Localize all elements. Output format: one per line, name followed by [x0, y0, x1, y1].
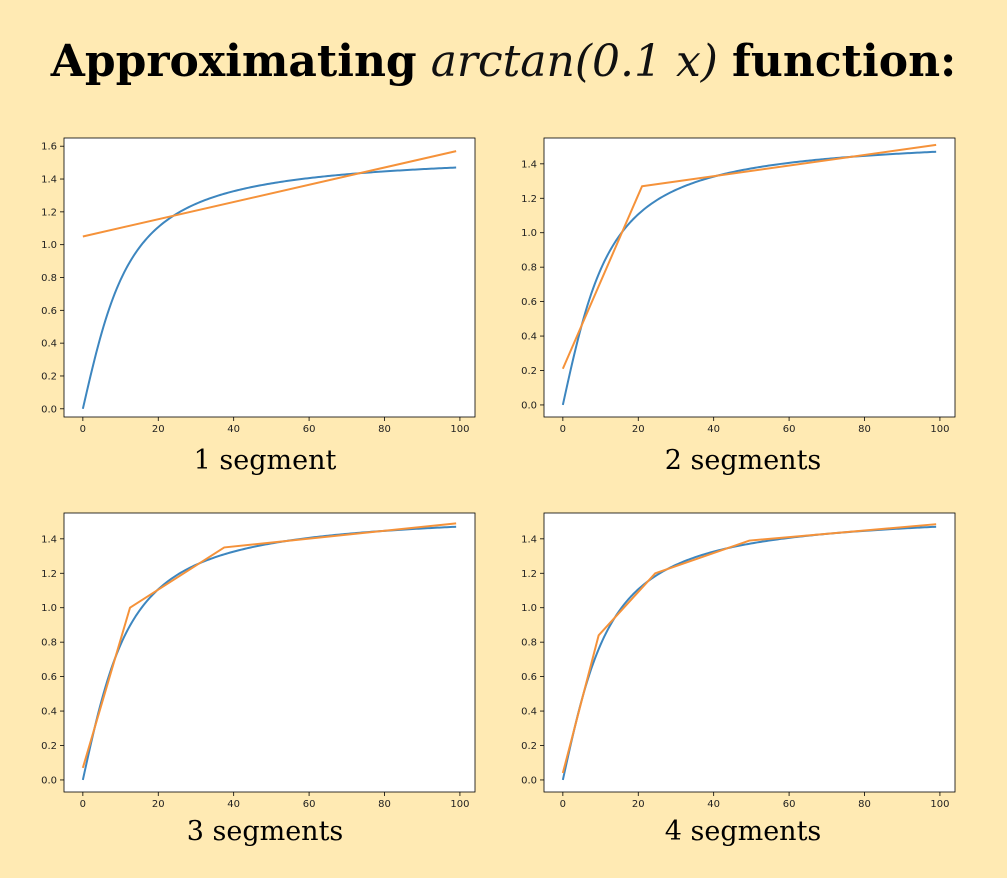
chart-4: 0 20 40 60 80 100 0.0 0.2 0.4 0.6 0.8 1.0 1.2 1.4 [521, 512, 956, 810]
x-tick-label: 100 [450, 424, 469, 435]
y-tick-label: 1.4 [41, 175, 57, 186]
x-tick-label: 0 [560, 799, 566, 810]
chart-caption-4: 4 segments [664, 816, 822, 847]
title-bold-left: Approximating [50, 36, 417, 87]
y-tick-label: 1.2 [41, 569, 57, 580]
y-tick-label: 0.0 [41, 775, 57, 786]
y-tick-label: 1.6 [41, 142, 57, 153]
y-tick-label: 0.2 [521, 366, 537, 377]
y-tick-label: 1.0 [521, 228, 537, 239]
y-tick-label: 0.6 [521, 672, 537, 683]
chart-2: 0 20 40 60 80 100 0.0 0.2 0.4 0.6 0.8 1.0 1.2 1.4 [521, 137, 956, 435]
y-tick-label: 0.8 [521, 263, 537, 274]
y-tick-label: 1.4 [521, 534, 537, 545]
series-line-arctan [81, 166, 457, 410]
x-tick-label: 20 [152, 424, 165, 435]
chart-caption-1: 1 segment [193, 445, 337, 476]
chart-caption-3: 3 segments [186, 816, 344, 847]
page-title: Approximating arctan(0.1 x) function: [0, 30, 1007, 94]
x-tick-label: 40 [707, 424, 720, 435]
x-tick-label: 0 [80, 799, 86, 810]
x-tick-label: 100 [930, 799, 949, 810]
y-tick-label: 1.0 [521, 603, 537, 614]
x-tick-label: 20 [632, 799, 645, 810]
x-tick-label: 60 [303, 424, 316, 435]
series-line-approximation [81, 522, 457, 769]
y-tick-label: 1.4 [41, 534, 57, 545]
y-tick-label: 0.2 [521, 741, 537, 752]
y-tick-label: 1.2 [521, 569, 537, 580]
x-tick-label: 40 [227, 799, 240, 810]
y-tick-label: 0.4 [41, 707, 57, 718]
y-tick-label: 0.8 [41, 638, 57, 649]
series-line-approximation [561, 523, 937, 774]
plot-area [63, 137, 476, 418]
x-tick-label: 0 [80, 424, 86, 435]
x-tick-label: 40 [227, 424, 240, 435]
x-tick-label: 20 [152, 799, 165, 810]
y-tick-label: 1.0 [41, 603, 57, 614]
y-tick-label: 0.0 [521, 775, 537, 786]
y-tick-label: 0.6 [41, 672, 57, 683]
x-tick-label: 60 [303, 799, 316, 810]
y-tick-label: 0.8 [521, 638, 537, 649]
x-tick-label: 80 [858, 424, 871, 435]
y-tick-label: 0.6 [521, 297, 537, 308]
x-tick-label: 60 [783, 799, 796, 810]
x-tick-label: 80 [378, 799, 391, 810]
x-tick-label: 80 [378, 424, 391, 435]
y-tick-label: 0.4 [521, 707, 537, 718]
x-tick-label: 100 [450, 799, 469, 810]
chart-3: 0 20 40 60 80 100 0.0 0.2 0.4 0.6 0.8 1.0 1.2 1.4 [41, 512, 476, 810]
x-tick-label: 40 [707, 799, 720, 810]
y-tick-label: 0.0 [41, 404, 57, 415]
y-tick-label: 1.4 [521, 159, 537, 170]
chart-panel-3: 0 20 40 60 80 100 0.0 0.2 0.4 0.6 0.8 1.0 1.2 1.4 [22, 505, 492, 820]
title-bold-right: function: [731, 36, 957, 87]
y-tick-label: 0.4 [521, 332, 537, 343]
title-function: arctan(0.1 x) [430, 36, 718, 87]
chart-panel-1: 0 20 40 60 80 100 0.0 0.2 0.4 0.6 0.8 1.0 1.2 1.4 1.6 [22, 130, 492, 445]
y-tick-label: 0.6 [41, 306, 57, 317]
x-tick-label: 80 [858, 799, 871, 810]
plot-area [543, 137, 956, 418]
x-tick-label: 60 [783, 424, 796, 435]
x-tick-label: 20 [632, 424, 645, 435]
plot-area [63, 512, 476, 793]
y-tick-label: 0.2 [41, 371, 57, 382]
series-line-approximation [561, 143, 937, 370]
y-tick-label: 0.4 [41, 339, 57, 350]
y-tick-label: 1.2 [521, 194, 537, 205]
y-tick-label: 0.2 [41, 741, 57, 752]
x-tick-label: 0 [560, 424, 566, 435]
series-line-arctan [561, 150, 937, 406]
y-tick-label: 1.0 [41, 240, 57, 251]
x-tick-label: 100 [930, 424, 949, 435]
chart-panel-4: 0 20 40 60 80 100 0.0 0.2 0.4 0.6 0.8 1.0 1.2 1.4 [502, 505, 972, 820]
plot-area [543, 512, 956, 793]
chart-panel-2: 0 20 40 60 80 100 0.0 0.2 0.4 0.6 0.8 1.0 1.2 1.4 [502, 130, 972, 445]
series-line-approximation [82, 150, 457, 238]
y-tick-label: 1.2 [41, 207, 57, 218]
y-tick-label: 0.8 [41, 273, 57, 284]
chart-caption-2: 2 segments [664, 445, 822, 476]
chart-1: 0 20 40 60 80 100 0.0 0.2 0.4 0.6 0.8 1.0 1.2 1.4 1.6 [41, 137, 476, 435]
y-tick-label: 0.0 [521, 400, 537, 411]
